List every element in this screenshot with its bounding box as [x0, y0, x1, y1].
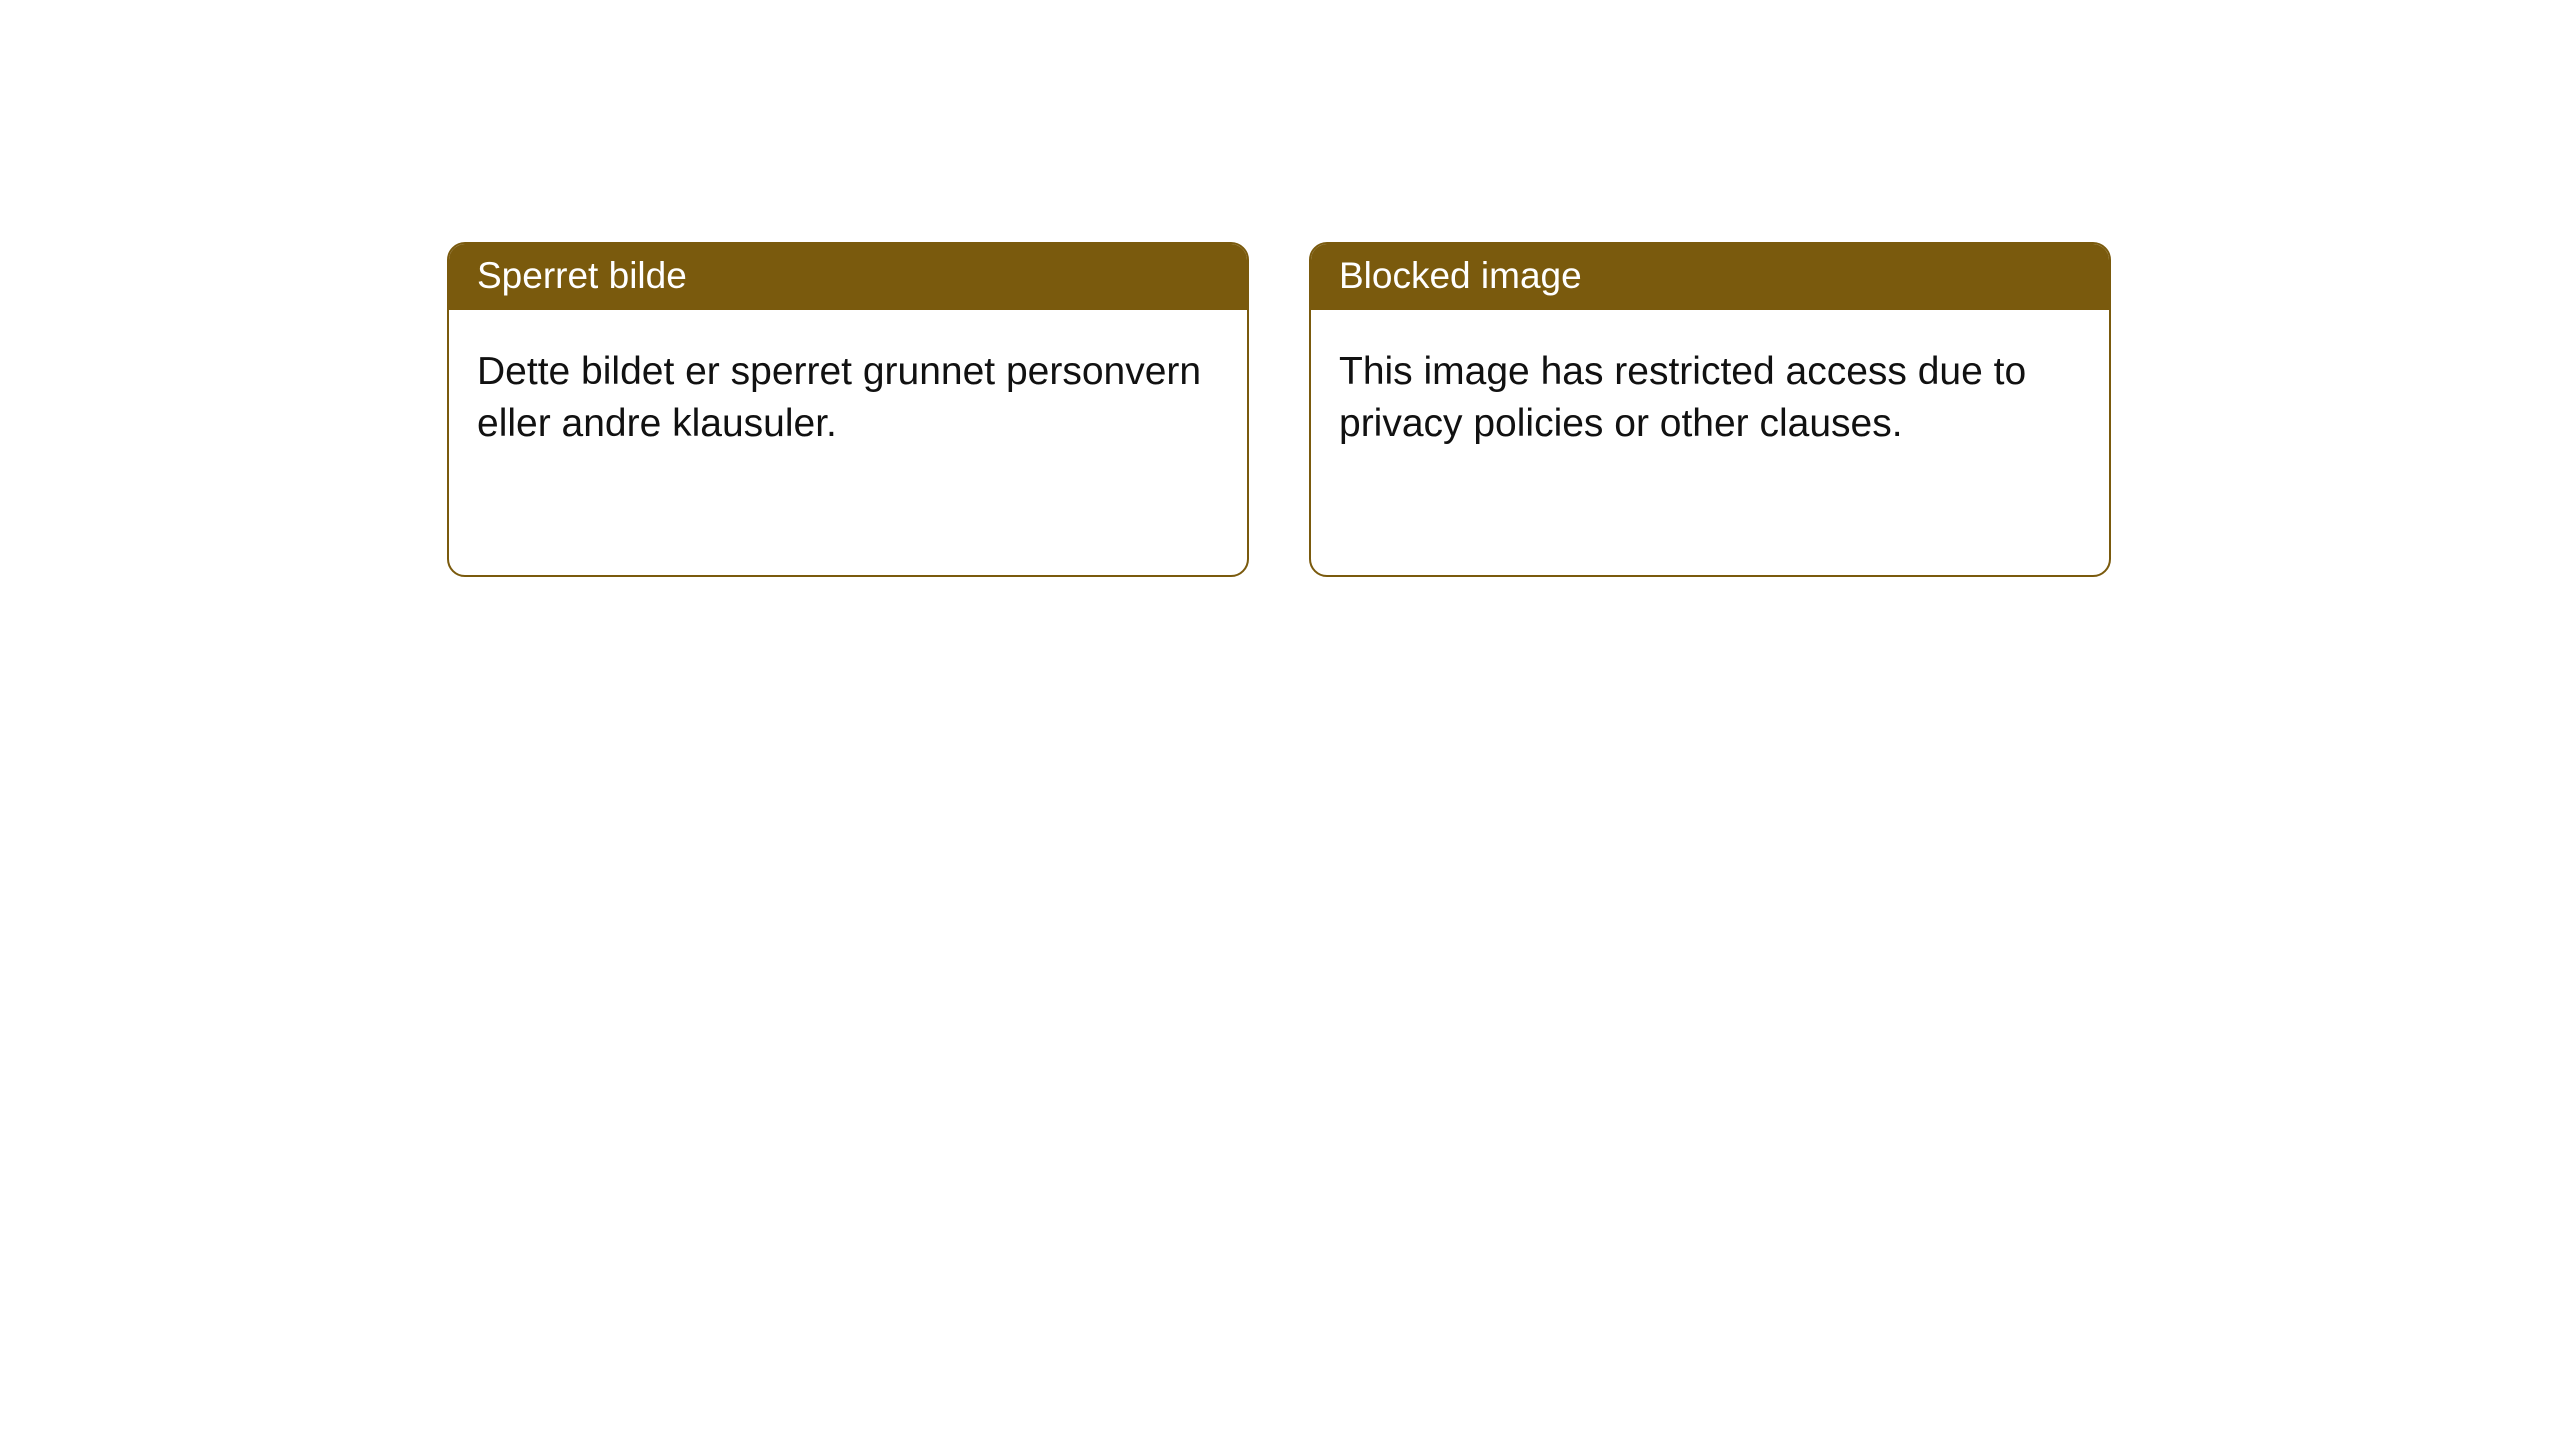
notice-card-english: Blocked image This image has restricted … — [1309, 242, 2111, 577]
notice-card-title: Blocked image — [1311, 244, 2109, 310]
notice-card-body: This image has restricted access due to … — [1311, 310, 2109, 478]
notice-cards-container: Sperret bilde Dette bildet er sperret gr… — [447, 242, 2560, 577]
notice-card-body: Dette bildet er sperret grunnet personve… — [449, 310, 1247, 478]
notice-card-title: Sperret bilde — [449, 244, 1247, 310]
notice-card-norwegian: Sperret bilde Dette bildet er sperret gr… — [447, 242, 1249, 577]
